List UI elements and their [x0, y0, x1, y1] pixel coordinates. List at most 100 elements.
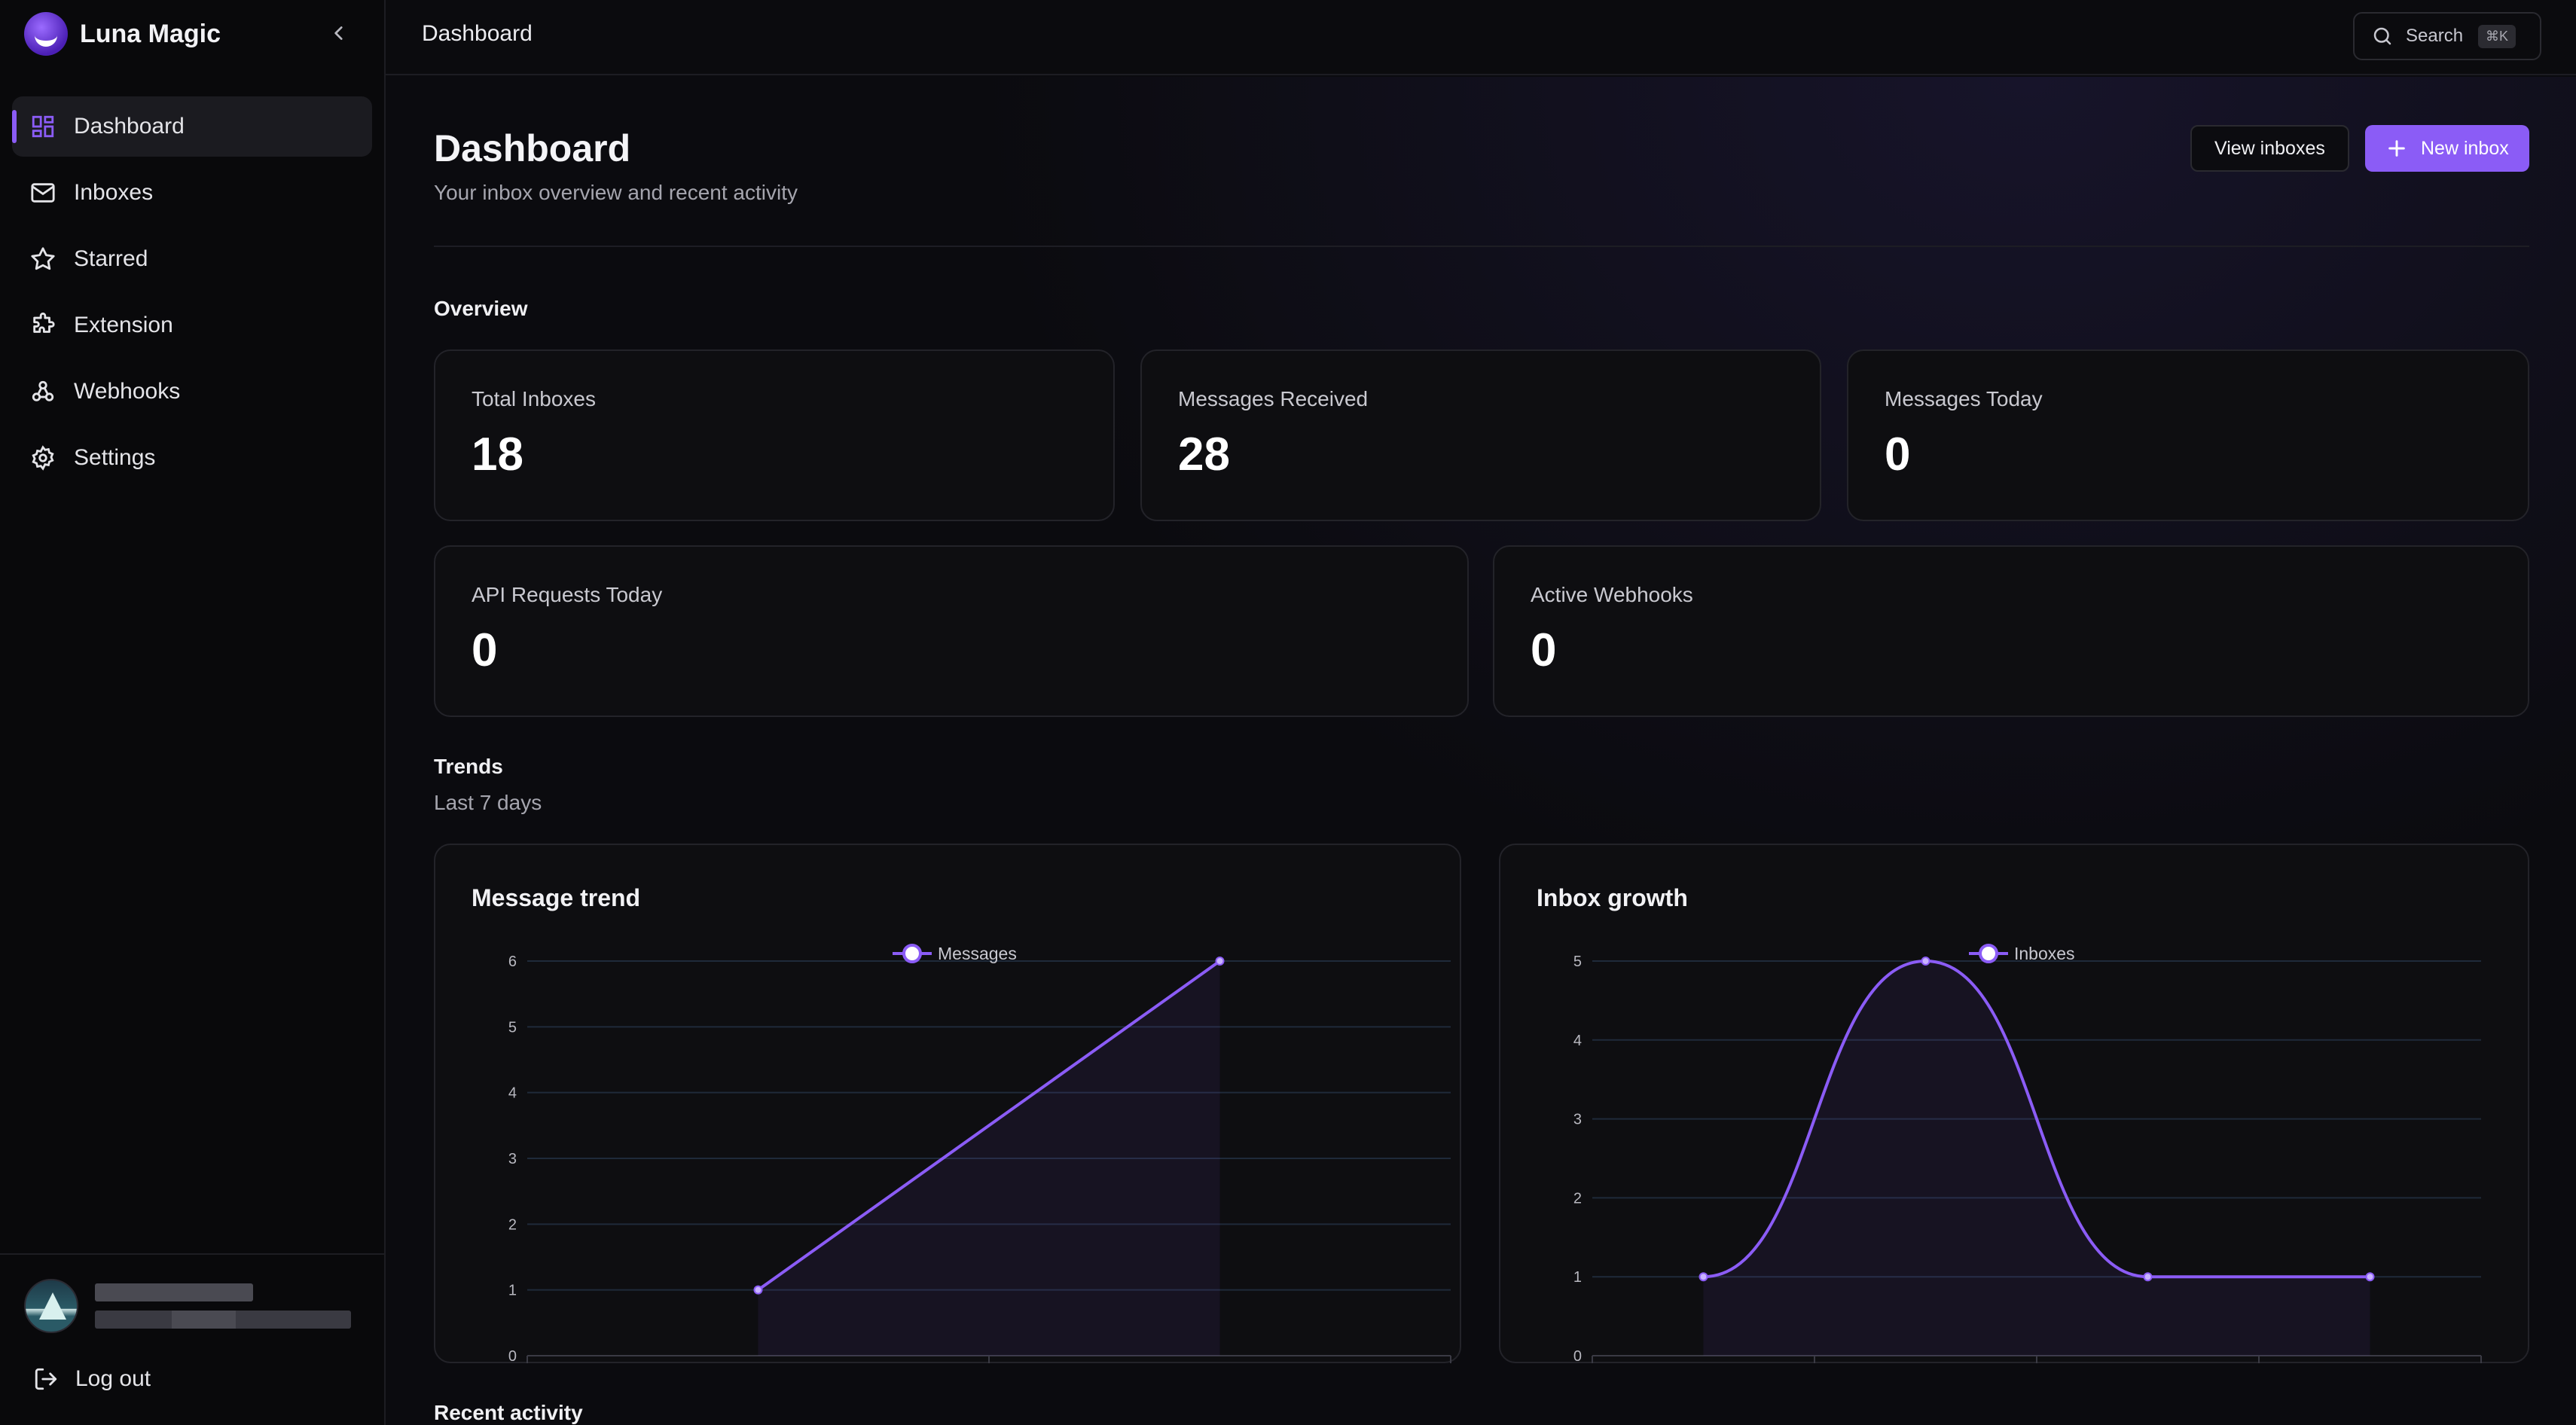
webhook-icon: [32, 380, 54, 401]
sidebar-item-label: Inboxes: [74, 180, 154, 205]
collapse-sidebar-button[interactable]: [324, 18, 354, 48]
sidebar-item-extension[interactable]: Extension: [12, 295, 372, 355]
mail-icon: [31, 183, 55, 203]
stat-card-messages-today: Messages Today 0: [1847, 349, 2529, 521]
y-tick-label: 4: [1573, 1033, 1582, 1049]
search-icon: [2373, 27, 2391, 45]
stat-card-api-requests-today: API Requests Today 0: [434, 545, 1469, 717]
stat-value: 0: [472, 624, 498, 676]
view-inboxes-button[interactable]: View inboxes: [2190, 125, 2349, 172]
sidebar-item-label: Dashboard: [74, 114, 185, 139]
stat-label: API Requests Today: [472, 583, 663, 606]
message-trend-chart: 01234562026-06-182026-06-19Messages: [508, 944, 1451, 1365]
stat-label: Messages Received: [1178, 387, 1369, 410]
search-label: Search: [2406, 26, 2464, 46]
new-inbox-button[interactable]: New inbox: [2365, 125, 2529, 172]
series-line: [1703, 959, 2370, 1279]
data-point: [1215, 957, 1225, 966]
trends-subtitle: Last 7 days: [434, 791, 542, 814]
stat-value: 28: [1178, 429, 1230, 481]
y-tick-label: 3: [508, 1151, 517, 1167]
series-area: [1703, 961, 2370, 1356]
inbox-growth-card: Inbox growth 0123452026-06-182026-06-192…: [1499, 844, 2529, 1365]
plus-icon: [2388, 140, 2405, 157]
sidebar-item-settings[interactable]: Settings: [12, 428, 372, 488]
stat-card-total-inboxes: Total Inboxes 18: [434, 349, 1115, 521]
sidebar-item-label: Starred: [74, 246, 148, 271]
page-title: Dashboard: [434, 127, 631, 169]
y-tick-label: 1: [508, 1283, 517, 1299]
y-tick-label: 2: [1573, 1190, 1582, 1207]
data-point: [2143, 1272, 2153, 1282]
stat-value: 18: [472, 429, 523, 481]
stat-label: Active Webhooks: [1531, 583, 1693, 606]
user-menu[interactable]: [24, 1279, 351, 1333]
sidebar-footer: Log out: [0, 1253, 384, 1391]
brand-name: Luna Magic: [80, 19, 221, 48]
search-shortcut: ⌘K: [2478, 24, 2516, 48]
legend-label: Messages: [938, 944, 1017, 963]
y-tick-label: 3: [1573, 1112, 1582, 1128]
sidebar-item-webhooks[interactable]: Webhooks: [12, 362, 372, 422]
sidebar-item-starred[interactable]: Starred: [12, 229, 372, 289]
header-divider: [434, 246, 2529, 247]
chevron-left-icon: [334, 26, 343, 40]
data-point: [753, 1285, 763, 1295]
moon-logo-icon: [24, 12, 68, 56]
new-inbox-label: New inbox: [2421, 137, 2509, 159]
stat-label: Total Inboxes: [472, 387, 596, 410]
logout-icon: [35, 1368, 57, 1390]
avatar: [24, 1279, 78, 1333]
sidebar: Luna Magic Dashboard Inboxes Starred Ext…: [0, 0, 386, 1425]
legend-marker: [1979, 944, 1998, 963]
y-tick-label: 5: [508, 1019, 517, 1036]
recent-activity-title: Recent activity: [434, 1401, 583, 1424]
user-name-redacted: [95, 1283, 253, 1301]
data-point: [1699, 1272, 1708, 1282]
sidebar-item-label: Extension: [74, 313, 173, 337]
sidebar-item-label: Settings: [74, 445, 156, 470]
y-tick-label: 0: [1573, 1348, 1582, 1365]
y-tick-label: 0: [508, 1348, 517, 1365]
sidebar-item-dashboard[interactable]: Dashboard: [12, 96, 372, 157]
message-trend-card: Message trend 01234562026-06-182026-06-1…: [434, 844, 1461, 1365]
data-point: [1921, 957, 1930, 966]
brand[interactable]: Luna Magic: [24, 11, 221, 57]
sidebar-item-inboxes[interactable]: Inboxes: [12, 163, 372, 223]
user-email-redacted: [95, 1311, 351, 1329]
legend-label: Inboxes: [2014, 944, 2075, 963]
series-area: [758, 961, 1220, 1356]
page-subtitle: Your inbox overview and recent activity: [434, 181, 798, 204]
inbox-growth-chart: 0123452026-06-182026-06-192026-06-222026…: [1573, 944, 2482, 1365]
y-tick-label: 4: [508, 1085, 517, 1102]
stat-value: 0: [1531, 624, 1557, 676]
chart-title: Message trend: [472, 884, 641, 911]
topbar: Dashboard Search ⌘K: [386, 0, 2576, 75]
stat-card-messages-received: Messages Received 28: [1140, 349, 1821, 521]
logout-label: Log out: [75, 1366, 151, 1391]
sidebar-nav: Dashboard Inboxes Starred Extension Webh…: [12, 96, 372, 494]
y-tick-label: 2: [508, 1216, 517, 1233]
data-point: [2365, 1272, 2375, 1282]
overview-title: Overview: [434, 297, 528, 320]
legend-marker: [902, 944, 922, 963]
stat-value: 0: [1885, 429, 1911, 481]
main-content: Dashboard Your inbox overview and recent…: [386, 77, 2576, 1425]
puzzle-icon: [33, 313, 55, 333]
stat-card-active-webhooks: Active Webhooks 0: [1493, 545, 2529, 717]
search-button[interactable]: Search ⌘K: [2353, 12, 2541, 60]
star-icon: [31, 247, 55, 270]
user-info-redacted: [95, 1283, 351, 1329]
series-line: [757, 960, 1221, 1292]
logout-button[interactable]: Log out: [33, 1366, 151, 1392]
topbar-title: Dashboard: [422, 21, 533, 46]
dashboard-icon: [32, 115, 54, 138]
chart-title: Inbox growth: [1537, 884, 1688, 911]
trends-title: Trends: [434, 755, 503, 778]
y-tick-label: 5: [1573, 954, 1582, 970]
y-tick-label: 1: [1573, 1269, 1582, 1286]
stat-label: Messages Today: [1885, 387, 2043, 410]
gear-icon: [32, 445, 54, 471]
sidebar-item-label: Webhooks: [74, 379, 181, 404]
y-tick-label: 6: [508, 954, 517, 970]
